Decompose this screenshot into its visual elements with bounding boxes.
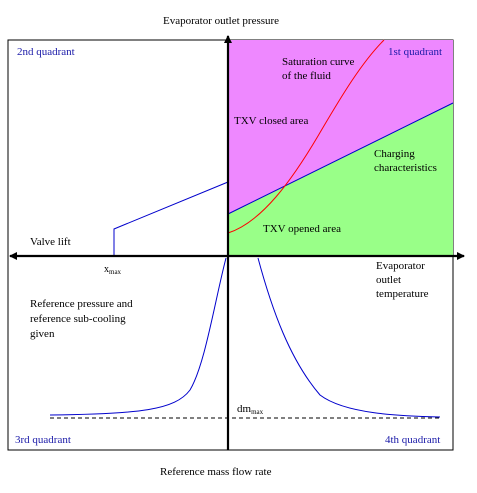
reference-note-line2: reference sub-cooling xyxy=(30,313,126,325)
mass-flow-curve-right xyxy=(257,257,441,418)
saturation-curve-label-line2: of the fluid xyxy=(282,70,331,82)
quadrant-4-label: 4th quadrant xyxy=(385,434,440,446)
xmax-label-base: x xyxy=(104,264,109,275)
charging-characteristics-label-line1: Charging xyxy=(374,148,415,160)
dmmax-label-base: dm xyxy=(237,403,252,415)
saturation-curve-label-line1: Saturation curve xyxy=(282,56,355,68)
bottom-axis-label: Reference mass flow rate xyxy=(160,466,272,478)
right-axis-label-line3: temperature xyxy=(376,288,429,300)
quadrant-2-label: 2nd quadrant xyxy=(17,46,75,58)
top-axis-label: Evaporator outlet pressure xyxy=(163,15,279,27)
mass-flow-curve-left xyxy=(49,257,227,416)
valve-lift-label: Valve lift xyxy=(30,236,71,248)
quadrant-1-label: 1st quadrant xyxy=(388,46,442,58)
reference-note-line3: given xyxy=(30,328,55,340)
xmax-label: xmax xyxy=(104,264,122,276)
xmax-label-sub: max xyxy=(109,268,122,276)
quadrant-3-label: 3rd quadrant xyxy=(15,434,71,446)
reference-note-line1: Reference pressure and xyxy=(30,298,133,310)
charging-characteristics-line xyxy=(227,102,454,215)
txv-closed-area xyxy=(228,40,453,214)
dmmax-label-sub: max xyxy=(251,408,264,416)
dmmax-label: dmmax xyxy=(237,403,264,416)
txv-opened-area xyxy=(228,103,453,256)
right-axis-label-line2: outlet xyxy=(376,274,401,286)
valve-lift-line xyxy=(113,181,229,256)
right-axis-label-line1: Evaporator xyxy=(376,260,425,272)
txv-opened-area-label: TXV opened area xyxy=(263,223,341,235)
charging-characteristics-label-line2: characteristics xyxy=(374,162,437,174)
saturation-curve xyxy=(227,39,385,234)
txv-closed-area-label: TXV closed area xyxy=(234,115,308,127)
